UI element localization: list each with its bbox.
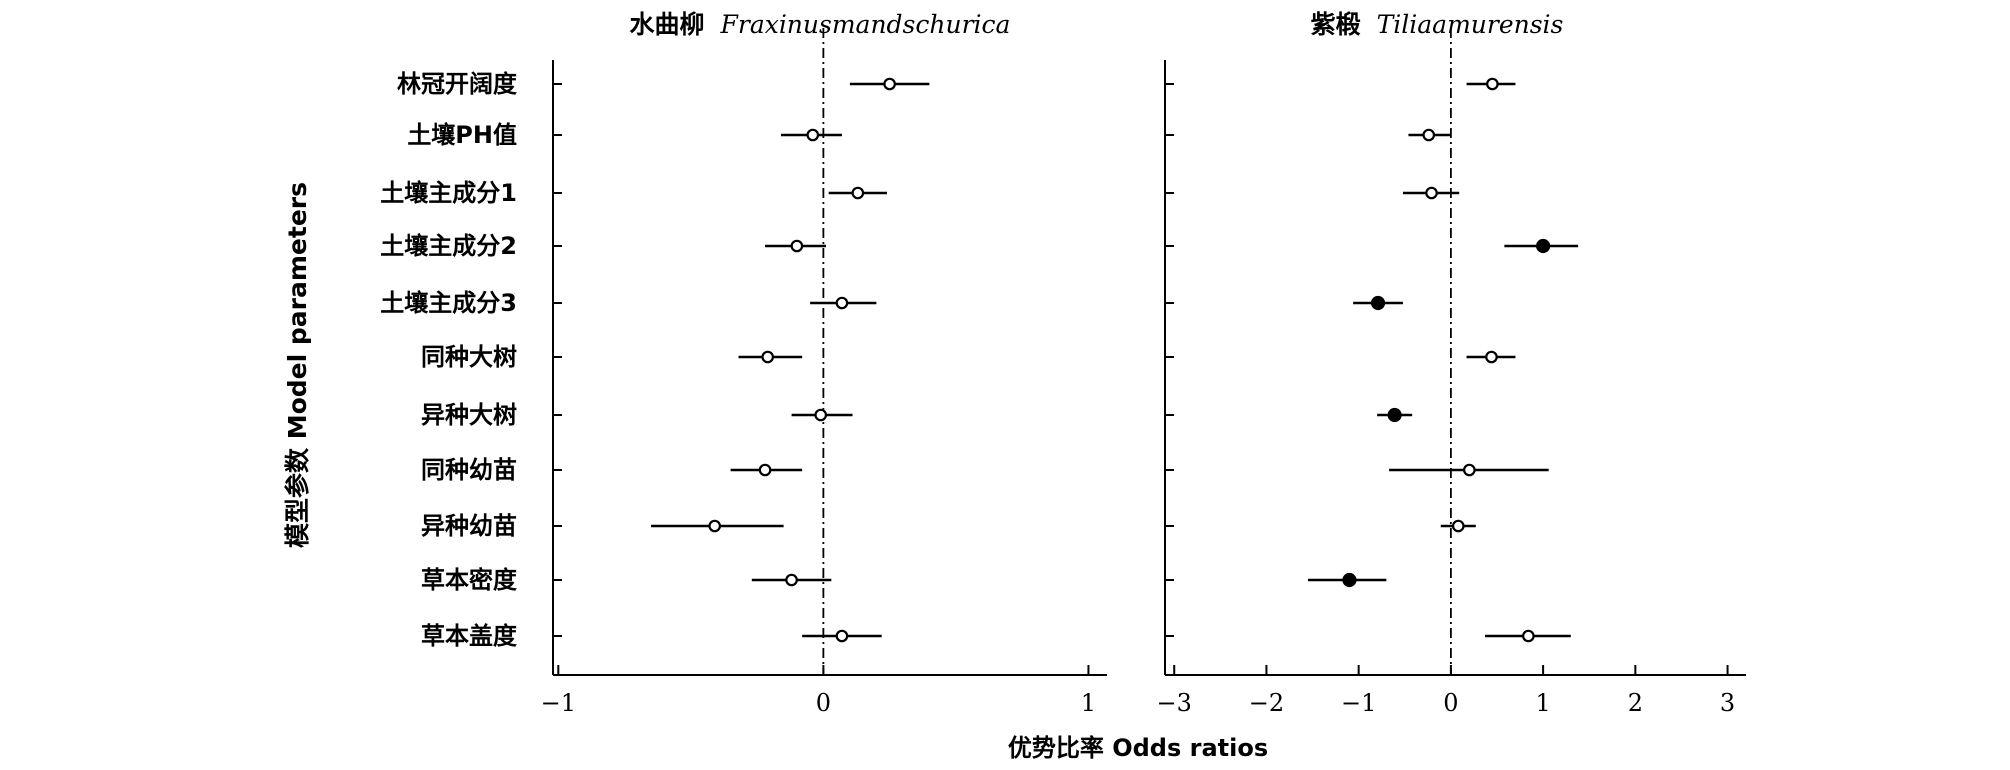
panel2-title: 紫椴 Tiliaamurensis [1311,10,1564,39]
estimate-point-open [806,128,820,142]
category-label: 土壤主成分3 [380,289,517,317]
category-label: 异种幼苗 [421,512,517,540]
panel-tilia: −3 −2 −1 0 1 2 3 [1157,28,1746,717]
category-label: 土壤PH值 [407,121,517,149]
x-tick-label: −2 [1249,689,1284,717]
estimate-point-open [1522,629,1535,643]
estimate-point-filled [1387,407,1402,423]
x-tick-label: 3 [1720,689,1735,717]
x-axis-title: 优势比率 Odds ratios [1008,734,1268,762]
category-label: 草本盖度 [421,622,518,650]
estimate-point-open [851,186,865,200]
estimate-point-open [1485,350,1498,364]
panel1-title: 水曲柳 Fraxinusmandschurica [630,10,1011,39]
category-label: 林冠开阔度 [397,70,518,98]
category-label: 土壤主成分1 [380,179,517,207]
estimate-point-open [1451,519,1465,533]
estimate-point-open [1486,77,1499,91]
x-tick-label: 0 [816,689,831,717]
x-tick-label: 1 [1535,689,1550,717]
x-tick-label: 2 [1628,689,1643,717]
estimate-point-filled [1536,238,1551,254]
estimate-point-open [835,296,849,310]
category-label: 同种幼苗 [421,456,517,484]
panel1-title-cn: 水曲柳 [630,10,705,39]
panel2-title-cn: 紫椴 [1311,10,1361,39]
x-tick-label: −1 [1341,689,1376,717]
x-tick-label: 1 [1081,689,1096,717]
estimate-point-open [835,629,849,643]
estimate-point-open [883,77,896,91]
category-label: 同种大树 [421,343,517,371]
x-tick-label: −1 [541,689,576,717]
panel1-title-latin: Fraxinusmandschurica [720,10,1011,39]
y-axis-title: 模型参数 Model parameters [283,182,312,548]
category-label: 土壤主成分2 [380,232,517,260]
estimate-point-open [761,350,775,364]
x-tick-label: 0 [1443,689,1458,717]
panel-fraxinus: −1 0 1 [541,28,1107,717]
estimate-point-filled [1370,295,1386,311]
estimate-point-open [1422,128,1436,142]
estimate-point-open [1425,186,1438,200]
estimate-point-filled [1342,572,1357,588]
estimate-point-open [758,463,772,477]
estimate-point-open [1463,463,1476,477]
x-tick-label: −3 [1157,689,1192,717]
category-label: 异种大树 [421,401,517,429]
estimate-point-open [814,408,828,422]
panel2-title-latin: Tiliaamurensis [1377,10,1564,39]
category-label: 草本密度 [421,566,518,594]
estimate-point-open [790,239,804,253]
estimate-point-open [785,573,798,587]
estimate-point-open [708,519,721,533]
